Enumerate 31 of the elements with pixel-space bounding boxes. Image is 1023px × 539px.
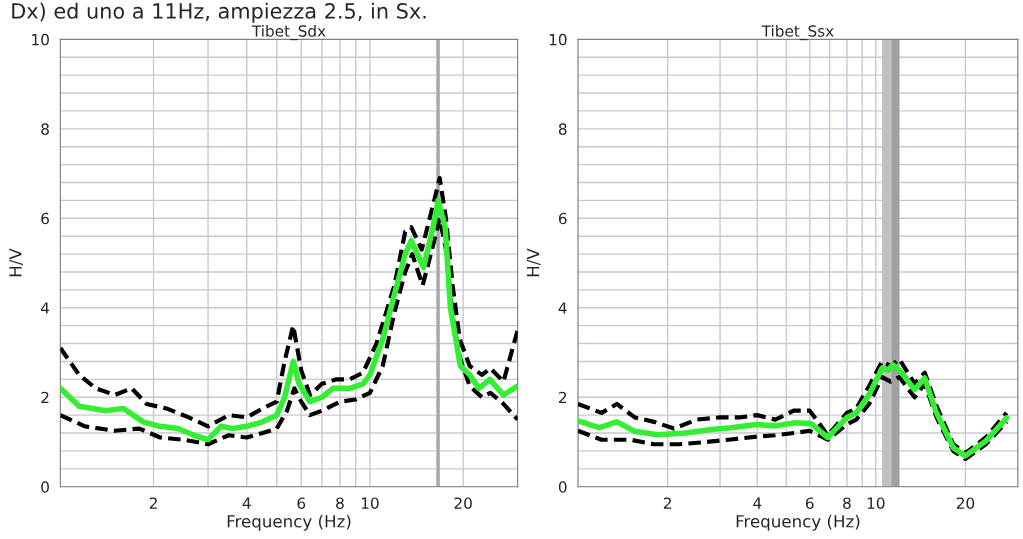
x-tick-label: 8: [336, 497, 344, 509]
text: Dx) ed uno a 11Hz, ampiezza 2.5, in Sx.: [12, 2, 426, 23]
y-tick-label: 0: [41, 481, 49, 493]
y-tick-label: 6: [41, 212, 49, 225]
y-tick-label: 10: [32, 33, 49, 46]
y-tick-label: 8: [41, 123, 49, 135]
y-tick-label: 2: [41, 391, 49, 404]
y-axis-title: H/V: [9, 248, 24, 277]
chart-title: Tibet_Ssx: [761, 24, 834, 41]
y-tick-label: 8: [558, 123, 567, 135]
x-tick-label: 8: [843, 497, 851, 509]
x-axis-title: Frequency (Hz): [227, 514, 351, 531]
x-tick-label: 10: [867, 497, 885, 509]
x-tick-label: 2: [663, 497, 671, 509]
y-tick-label: 10: [549, 33, 567, 46]
y-tick-label: 6: [558, 212, 567, 225]
y-tick-label: 0: [558, 481, 567, 493]
x-tick-label: 4: [242, 497, 251, 509]
y-tick-label: 4: [40, 302, 50, 314]
x-tick-label: 20: [454, 497, 472, 509]
y-tick-label: 2: [558, 391, 567, 404]
chart-title: Tibet_Sdx: [251, 24, 326, 41]
x-tick-label: 6: [297, 497, 306, 509]
y-tick-label: 4: [558, 302, 567, 314]
x-tick-label: 10: [361, 497, 379, 509]
x-tick-label: 6: [805, 497, 814, 509]
x-tick-label: 4: [753, 497, 762, 509]
x-tick-label: 20: [956, 497, 975, 509]
x-axis-title: Frequency (Hz): [736, 514, 860, 531]
x-tick-label: 2: [149, 497, 157, 509]
y-axis-title: H/V: [526, 248, 541, 277]
